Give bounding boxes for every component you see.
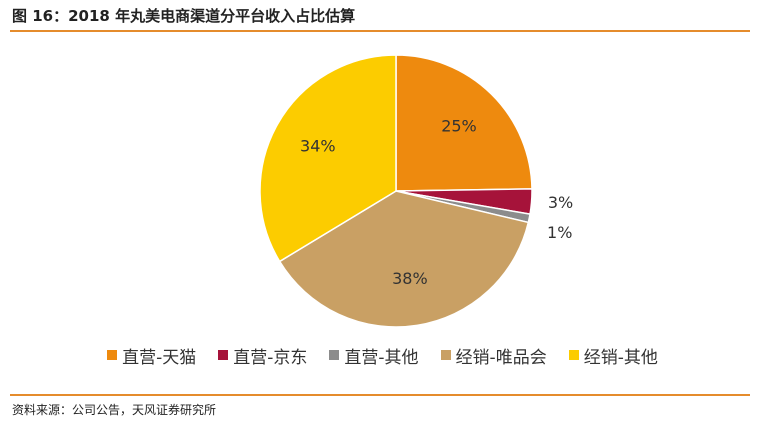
pie-slice-1: [395, 54, 533, 192]
data-label-3: 1%: [547, 223, 572, 242]
chart-legend: 直营-天猫 直营-京东 直营-其他 经销-唯品会 经销-其他: [0, 343, 765, 368]
legend-swatch-5: [568, 350, 579, 360]
legend-label-1: 直营-天猫: [122, 347, 197, 368]
data-label-5: 34%: [300, 136, 336, 155]
legend-item-1: 直营-天猫: [107, 343, 196, 368]
bottom-divider: [10, 394, 750, 396]
legend-label-3: 直营-其他: [344, 347, 419, 368]
legend-swatch-1: [107, 350, 118, 360]
legend-label-2: 直营-京东: [233, 347, 308, 368]
legend-swatch-3: [329, 350, 340, 360]
top-divider: [10, 30, 750, 32]
legend-swatch-2: [218, 350, 229, 360]
legend-item-2: 直营-京东: [218, 343, 307, 368]
pie-slice-5: [259, 54, 397, 263]
legend-item-4: 经销-唯品会: [440, 343, 547, 368]
figure-title: 图 16：2018 年丸美电商渠道分平台收入占比估算: [12, 7, 356, 25]
pie-slice-4: [278, 190, 530, 328]
source-note: 资料来源：公司公告，天风证券研究所: [12, 403, 217, 417]
data-label-4: 38%: [392, 269, 428, 288]
legend-label-4: 经销-唯品会: [455, 347, 547, 368]
data-label-1: 25%: [441, 117, 477, 136]
legend-swatch-4: [440, 350, 451, 360]
legend-label-5: 经销-其他: [583, 347, 658, 368]
data-label-2: 3%: [548, 193, 573, 212]
legend-item-5: 经销-其他: [568, 343, 658, 368]
pie-chart: 25% 3% 1% 38% 34%: [259, 54, 573, 328]
legend-item-3: 直营-其他: [329, 343, 419, 368]
